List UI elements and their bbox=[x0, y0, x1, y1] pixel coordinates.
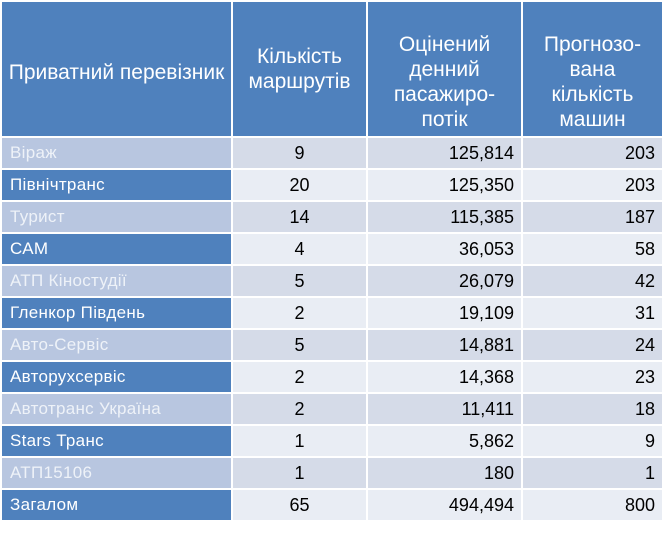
vehicle-count: 23 bbox=[523, 362, 662, 392]
carrier-name: АТП Кіностудії bbox=[2, 266, 231, 296]
carrier-name: АТП15106 bbox=[2, 458, 231, 488]
vehicle-count: 1 bbox=[523, 458, 662, 488]
routes-count: 2 bbox=[233, 298, 366, 328]
table-row: Віраж 9 125,814 203 bbox=[2, 138, 662, 168]
total-passenger-flow: 494,494 bbox=[368, 490, 521, 520]
table-row: АТП Кіностудії 5 26,079 42 bbox=[2, 266, 662, 296]
total-row: Загалом 65 494,494 800 bbox=[2, 490, 662, 520]
header-row: Приватний перевізник Кількість маршрутів… bbox=[2, 2, 662, 136]
passenger-flow: 19,109 bbox=[368, 298, 521, 328]
total-routes: 65 bbox=[233, 490, 366, 520]
passenger-flow: 14,368 bbox=[368, 362, 521, 392]
vehicle-count: 187 bbox=[523, 202, 662, 232]
passenger-flow: 115,385 bbox=[368, 202, 521, 232]
table-row: Автотранс Україна 2 11,411 18 bbox=[2, 394, 662, 424]
table-row: Гленкор Південь 2 19,109 31 bbox=[2, 298, 662, 328]
header-routes: Кількість маршрутів bbox=[233, 2, 366, 136]
passenger-flow: 14,881 bbox=[368, 330, 521, 360]
routes-count: 9 bbox=[233, 138, 366, 168]
passenger-flow: 180 bbox=[368, 458, 521, 488]
passenger-flow: 26,079 bbox=[368, 266, 521, 296]
passenger-flow: 36,053 bbox=[368, 234, 521, 264]
table-row: Stars Транс 1 5,862 9 bbox=[2, 426, 662, 456]
carrier-name: Гленкор Південь bbox=[2, 298, 231, 328]
carriers-table: Приватний перевізник Кількість маршрутів… bbox=[2, 2, 662, 520]
vehicle-count: 58 bbox=[523, 234, 662, 264]
routes-count: 1 bbox=[233, 426, 366, 456]
carrier-name: САМ bbox=[2, 234, 231, 264]
routes-count: 2 bbox=[233, 394, 366, 424]
routes-count: 1 bbox=[233, 458, 366, 488]
routes-count: 5 bbox=[233, 266, 366, 296]
vehicle-count: 9 bbox=[523, 426, 662, 456]
routes-count: 20 bbox=[233, 170, 366, 200]
vehicle-count: 42 bbox=[523, 266, 662, 296]
table-row: Авторухсервіс 2 14,368 23 bbox=[2, 362, 662, 392]
routes-count: 4 bbox=[233, 234, 366, 264]
carrier-name: Північтранс bbox=[2, 170, 231, 200]
vehicle-count: 18 bbox=[523, 394, 662, 424]
table-row: Турист 14 115,385 187 bbox=[2, 202, 662, 232]
carrier-name: Віраж bbox=[2, 138, 231, 168]
passenger-flow: 125,814 bbox=[368, 138, 521, 168]
header-passenger-flow: Оцінений денний пасажиро-потік bbox=[368, 2, 521, 136]
table-row: САМ 4 36,053 58 bbox=[2, 234, 662, 264]
header-carrier: Приватний перевізник bbox=[2, 2, 231, 136]
table-row: Північтранс 20 125,350 203 bbox=[2, 170, 662, 200]
header-vehicles: Прогнозо-вана кількість машин bbox=[523, 2, 662, 136]
vehicle-count: 24 bbox=[523, 330, 662, 360]
routes-count: 14 bbox=[233, 202, 366, 232]
table-row: АТП15106 1 180 1 bbox=[2, 458, 662, 488]
passenger-flow: 11,411 bbox=[368, 394, 521, 424]
vehicle-count: 203 bbox=[523, 170, 662, 200]
vehicle-count: 203 bbox=[523, 138, 662, 168]
carrier-name: Турист bbox=[2, 202, 231, 232]
routes-count: 5 bbox=[233, 330, 366, 360]
carrier-name: Stars Транс bbox=[2, 426, 231, 456]
total-vehicles: 800 bbox=[523, 490, 662, 520]
total-label: Загалом bbox=[2, 490, 231, 520]
carrier-name: Автотранс Україна bbox=[2, 394, 231, 424]
table-row: Авто-Сервіс 5 14,881 24 bbox=[2, 330, 662, 360]
carrier-name: Авто-Сервіс bbox=[2, 330, 231, 360]
passenger-flow: 5,862 bbox=[368, 426, 521, 456]
passenger-flow: 125,350 bbox=[368, 170, 521, 200]
routes-count: 2 bbox=[233, 362, 366, 392]
vehicle-count: 31 bbox=[523, 298, 662, 328]
carrier-name: Авторухсервіс bbox=[2, 362, 231, 392]
